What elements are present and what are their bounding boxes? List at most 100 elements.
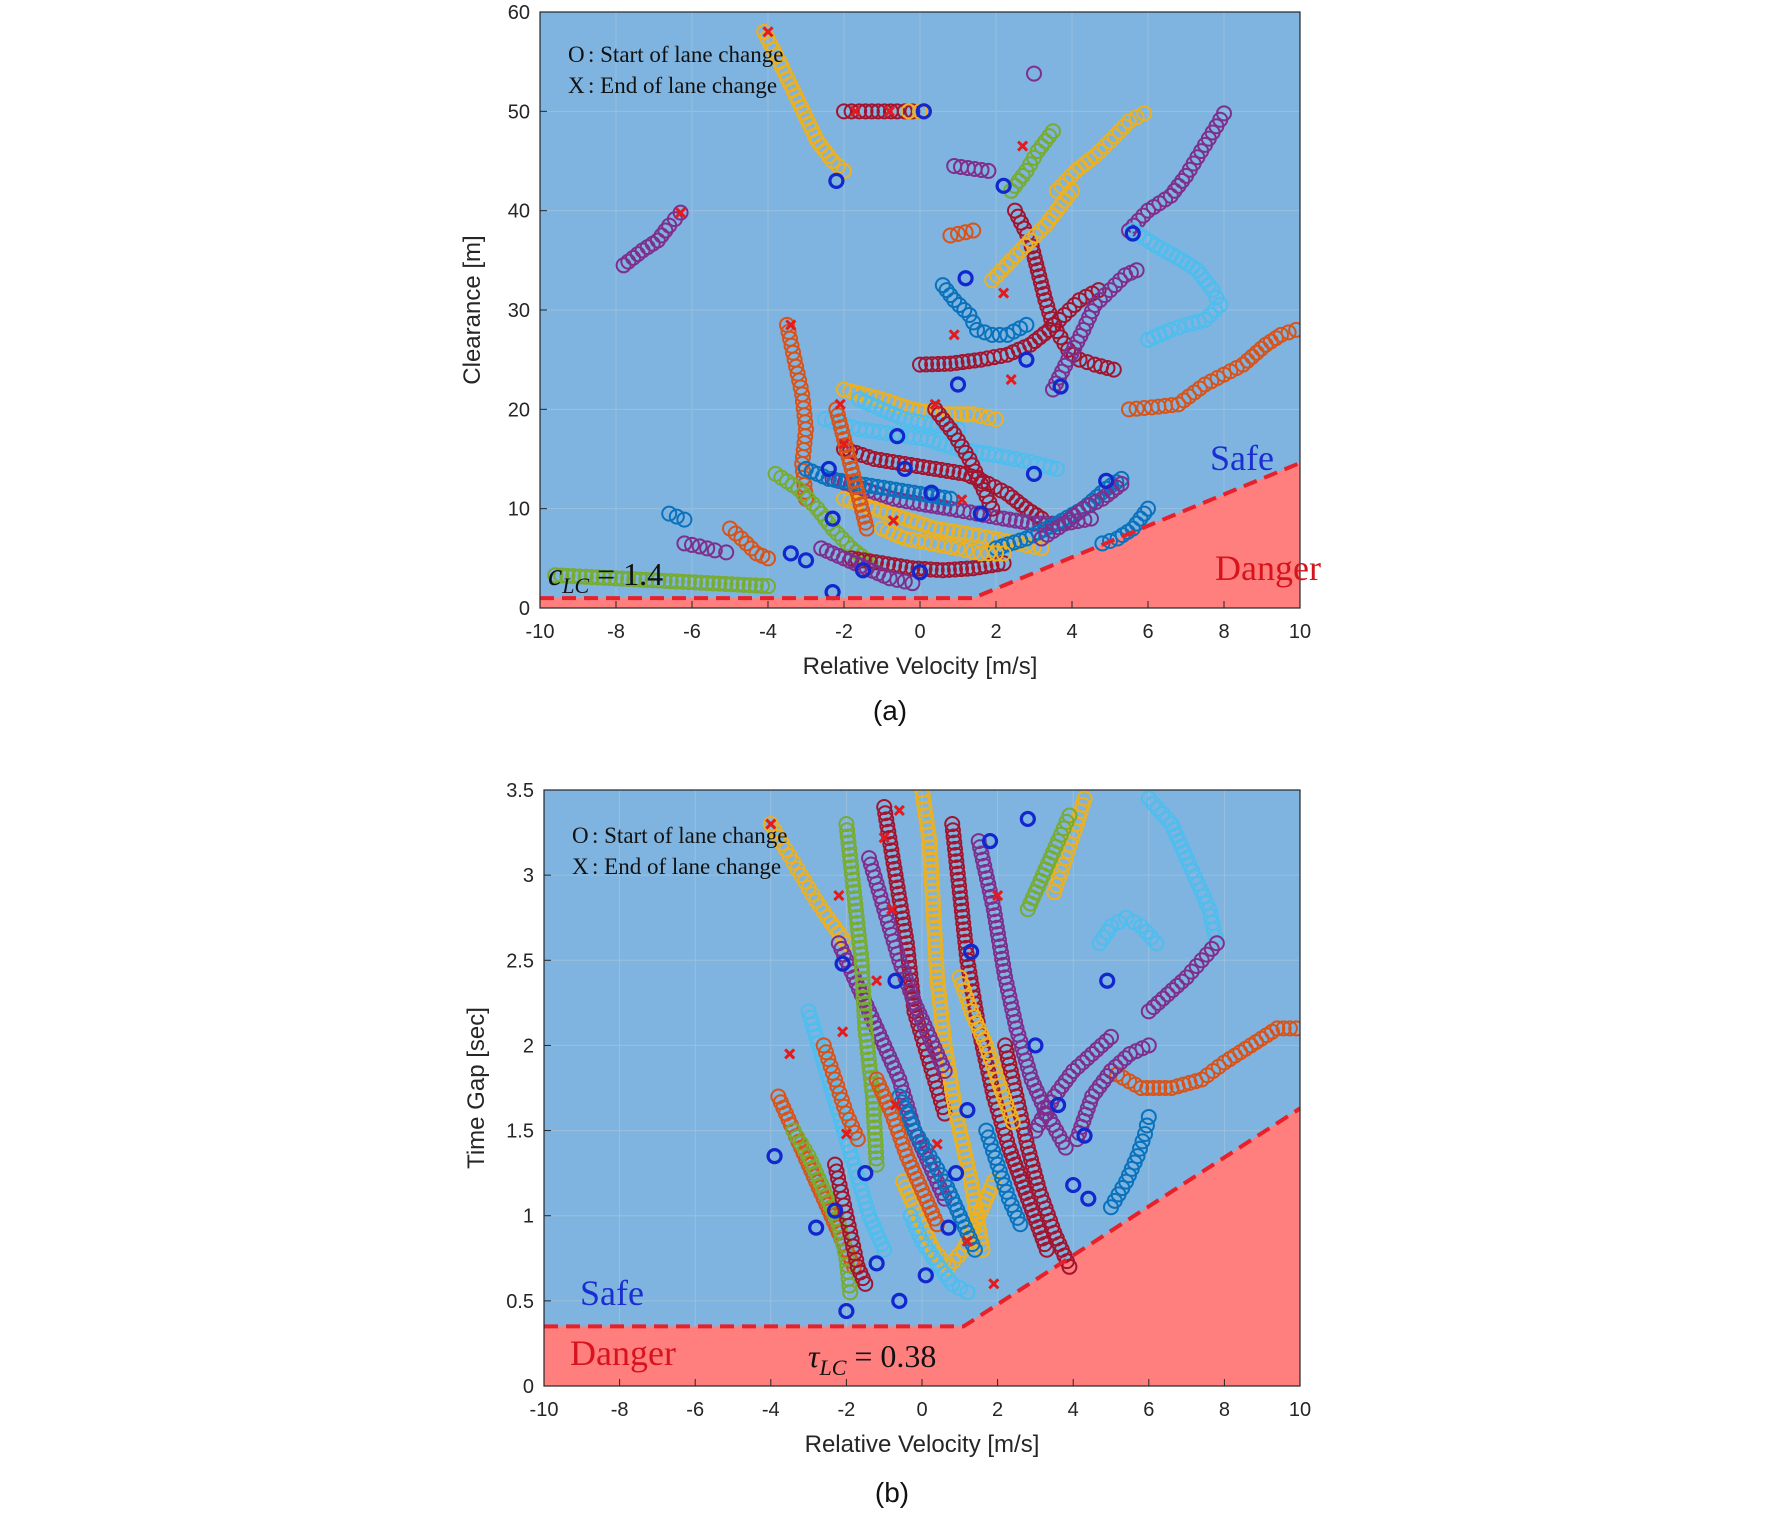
trajectory-3 — [1091, 909, 1165, 952]
data-point — [930, 356, 947, 373]
param-subscript: LC — [561, 573, 589, 598]
x-tick-label: -2 — [838, 1399, 856, 1421]
data-point — [1200, 277, 1217, 294]
data-point — [927, 460, 944, 477]
data-point — [676, 511, 693, 528]
end-marker-stroke — [878, 832, 890, 844]
data-point — [620, 570, 637, 587]
data-point — [921, 833, 938, 850]
data-point — [626, 571, 643, 588]
data-point — [1154, 805, 1171, 822]
data-point — [989, 1156, 1006, 1173]
data-point — [966, 1241, 983, 1258]
data-point — [1178, 316, 1194, 333]
data-point — [927, 932, 944, 949]
data-point — [965, 222, 982, 239]
trajectory-25 — [827, 1156, 874, 1292]
data-point — [1150, 994, 1167, 1011]
data-point — [931, 994, 948, 1011]
data-point — [1121, 113, 1137, 130]
data-point — [1045, 123, 1061, 140]
data-point — [958, 989, 975, 1006]
trajectory-9 — [1019, 807, 1078, 918]
data-point — [850, 927, 867, 944]
data-point — [893, 482, 910, 499]
start-marker — [963, 943, 980, 960]
start-marker — [1018, 351, 1035, 368]
data-point — [1166, 182, 1183, 199]
data-point — [927, 944, 944, 961]
data-point — [1140, 1037, 1157, 1054]
data-point — [843, 865, 860, 882]
data-point — [583, 569, 600, 586]
end-marker-stroke — [838, 438, 850, 450]
data-point — [927, 520, 944, 537]
start-marker — [1025, 465, 1043, 482]
start-marker — [1027, 1037, 1044, 1054]
data-point — [984, 326, 1001, 343]
data-point — [922, 857, 939, 874]
data-point — [595, 569, 612, 586]
data-point — [1117, 1050, 1134, 1067]
trajectory-29 — [676, 535, 735, 561]
data-point — [1014, 452, 1031, 469]
data-point — [820, 470, 837, 487]
data-point — [1145, 1080, 1162, 1096]
data-point — [1275, 1020, 1292, 1037]
data-point — [1208, 935, 1225, 952]
data-point — [987, 913, 1004, 930]
data-point — [972, 545, 989, 562]
end-marker — [784, 1048, 796, 1060]
start-marker — [887, 972, 904, 989]
data-point — [842, 853, 859, 870]
end-marker-stroke — [948, 329, 960, 341]
data-point — [1208, 289, 1225, 306]
data-point — [795, 485, 812, 502]
danger-region-label: Danger — [570, 1333, 676, 1373]
data-point — [1203, 940, 1220, 957]
data-point — [887, 481, 904, 498]
data-point — [674, 573, 691, 590]
data-point — [1048, 460, 1065, 477]
end-marker-stroke — [961, 1235, 973, 1247]
data-point — [1041, 212, 1058, 229]
threshold-line — [540, 461, 1300, 601]
start-marker — [949, 376, 967, 393]
start-marker — [834, 955, 851, 972]
trajectory-14 — [1003, 123, 1061, 199]
data-point — [980, 1044, 997, 1061]
data-point — [993, 262, 1010, 279]
data-point — [834, 425, 851, 442]
data-point — [1198, 946, 1215, 963]
y-tick-label: 3 — [523, 865, 534, 887]
data-point — [954, 976, 971, 993]
data-point — [1145, 795, 1162, 812]
trajectory-29 — [815, 1037, 866, 1148]
data-point — [878, 452, 895, 469]
start-marker — [947, 1165, 965, 1182]
data-point — [987, 1149, 1004, 1166]
data-point — [1055, 856, 1072, 873]
data-point — [988, 411, 1004, 428]
data-point — [1003, 252, 1020, 269]
start-marker — [1065, 1176, 1082, 1194]
data-point — [960, 353, 977, 370]
data-point — [1113, 475, 1130, 492]
data-point — [964, 1179, 981, 1196]
data-point — [861, 1057, 878, 1074]
start-marker — [1080, 1190, 1097, 1207]
data-point — [1140, 331, 1156, 348]
data-point — [668, 508, 685, 525]
data-point — [577, 568, 594, 585]
data-point — [859, 1038, 876, 1055]
start-marker — [917, 1267, 934, 1284]
data-point — [865, 1100, 882, 1117]
data-point — [1140, 1108, 1157, 1125]
data-point — [853, 952, 870, 969]
data-point — [1158, 810, 1175, 827]
x-tick-label: 10 — [1289, 1399, 1311, 1421]
data-point — [1098, 1033, 1115, 1050]
data-point — [957, 542, 974, 559]
data-point — [951, 969, 968, 986]
data-point — [945, 1093, 962, 1110]
